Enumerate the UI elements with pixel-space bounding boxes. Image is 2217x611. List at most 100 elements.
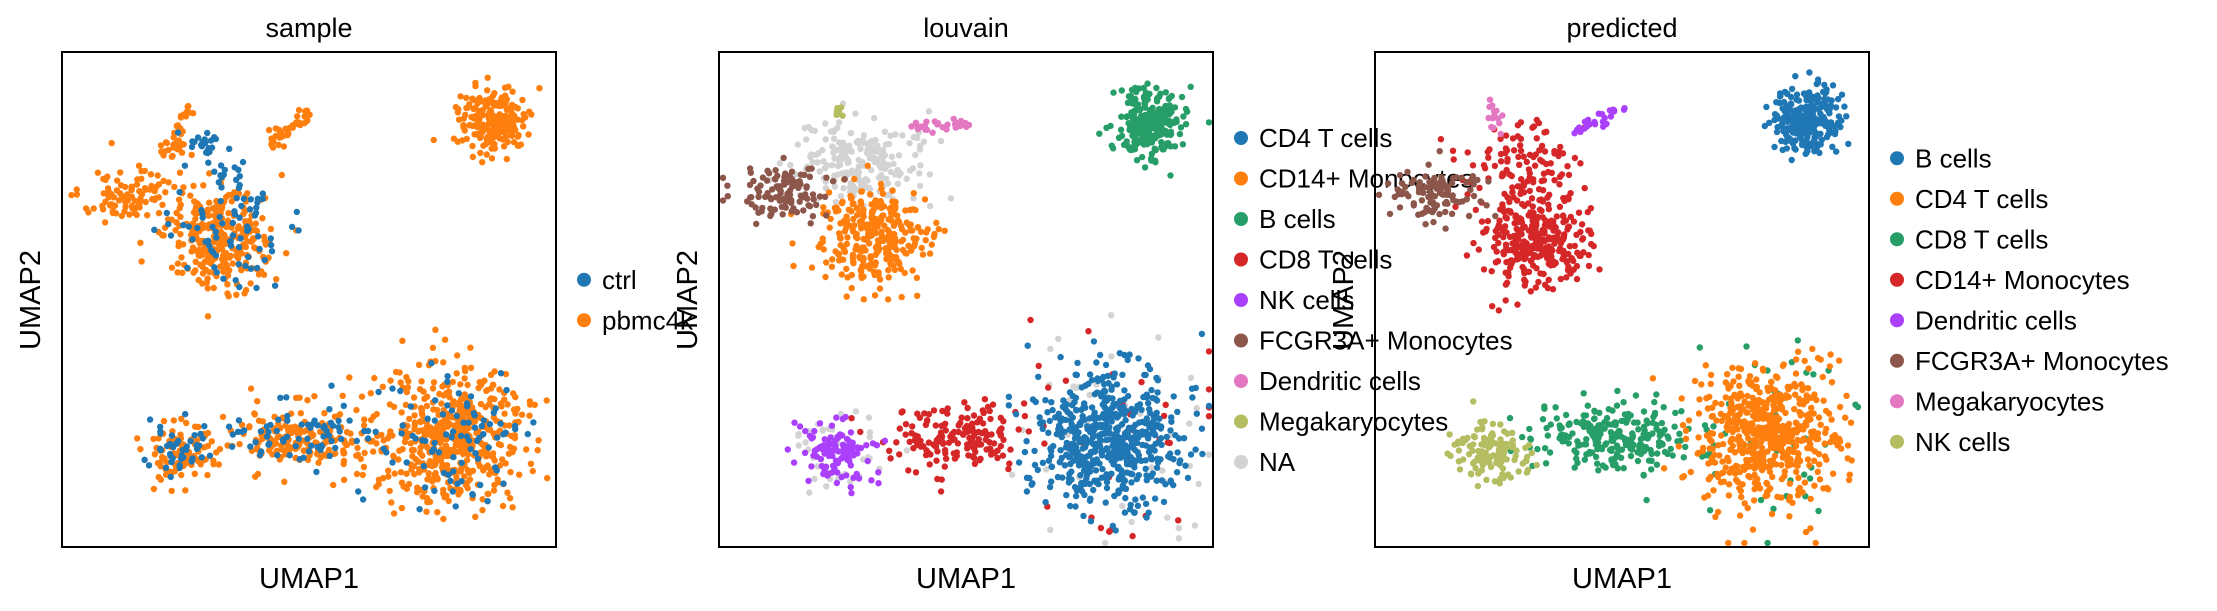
data-point	[906, 139, 913, 147]
data-point	[405, 480, 413, 488]
data-point	[1538, 238, 1545, 245]
data-point	[1469, 173, 1477, 180]
data-point	[823, 447, 830, 454]
data-point	[1809, 113, 1817, 121]
data-point	[463, 433, 471, 440]
data-point	[775, 185, 782, 192]
data-point	[866, 429, 874, 436]
data-point	[1620, 399, 1627, 406]
data-point	[1139, 431, 1147, 438]
data-point	[1530, 244, 1537, 252]
data-point	[399, 446, 406, 453]
data-point	[1544, 248, 1551, 255]
data-point	[1541, 281, 1549, 288]
data-point	[1520, 153, 1527, 160]
data-point	[1550, 261, 1557, 268]
data-point	[1559, 255, 1566, 263]
data-point	[903, 447, 910, 454]
data-point	[133, 211, 140, 219]
data-point	[1205, 386, 1213, 393]
data-point	[430, 136, 437, 144]
data-point	[1523, 457, 1530, 465]
data-point	[501, 396, 508, 403]
data-point	[482, 464, 489, 471]
data-point	[1485, 436, 1492, 443]
data-point	[508, 112, 515, 119]
data-point	[844, 234, 851, 241]
data-point	[1506, 414, 1514, 422]
data-point	[1560, 234, 1568, 241]
data-point	[1845, 140, 1852, 148]
data-point	[836, 139, 843, 146]
data-point	[801, 449, 809, 456]
data-point	[238, 266, 245, 274]
data-point	[172, 227, 179, 234]
data-point	[772, 167, 779, 174]
data-point	[201, 423, 208, 430]
data-point	[1592, 437, 1599, 445]
data-point	[217, 228, 225, 236]
data-point	[477, 149, 484, 157]
data-point	[1073, 407, 1080, 414]
data-point	[903, 250, 910, 257]
data-point	[1475, 246, 1483, 253]
data-point	[1470, 239, 1477, 247]
data-point	[1396, 204, 1404, 211]
data-point	[822, 136, 829, 143]
data-point	[809, 159, 816, 166]
data-point	[167, 473, 174, 481]
data-point	[1807, 128, 1814, 136]
data-point	[835, 251, 842, 258]
data-point	[1502, 269, 1509, 276]
data-point	[1073, 433, 1081, 440]
data-point	[1175, 517, 1182, 524]
data-point	[906, 206, 914, 214]
data-point	[1119, 482, 1127, 489]
data-point	[325, 432, 333, 439]
data-point	[786, 172, 793, 180]
data-point	[379, 383, 386, 390]
data-point	[885, 228, 893, 235]
data-point	[926, 461, 933, 468]
data-point	[856, 254, 863, 262]
data-point	[863, 223, 870, 230]
data-point	[1110, 461, 1118, 468]
data-point	[210, 284, 217, 292]
data-point	[421, 395, 428, 402]
data-point	[1564, 163, 1571, 170]
data-point	[1467, 186, 1474, 193]
data-point	[416, 506, 423, 513]
data-point	[326, 452, 333, 460]
data-point	[1090, 486, 1097, 494]
data-point	[497, 119, 504, 126]
data-point	[480, 431, 487, 438]
data-point	[724, 182, 731, 189]
data-point	[769, 186, 776, 193]
data-point	[254, 233, 262, 240]
data-point	[841, 248, 849, 256]
data-point	[1141, 164, 1149, 171]
data-point	[163, 209, 170, 217]
data-point	[1518, 230, 1525, 238]
data-point	[353, 452, 360, 459]
data-point	[1127, 92, 1135, 100]
data-point	[1510, 246, 1517, 254]
data-point	[1469, 162, 1477, 169]
data-point	[398, 479, 406, 486]
data-point	[1502, 132, 1510, 139]
data-point	[916, 146, 924, 153]
data-point	[131, 197, 138, 204]
data-point	[918, 244, 925, 252]
data-point	[1788, 156, 1795, 164]
data-point	[1645, 457, 1653, 464]
data-point	[523, 446, 530, 453]
legend-marker	[1234, 374, 1248, 388]
data-point	[514, 142, 522, 149]
data-point	[199, 270, 207, 277]
data-point	[1809, 123, 1816, 130]
data-point	[888, 217, 895, 224]
data-point	[1116, 446, 1123, 454]
data-point	[213, 449, 220, 456]
data-point	[1495, 450, 1502, 458]
